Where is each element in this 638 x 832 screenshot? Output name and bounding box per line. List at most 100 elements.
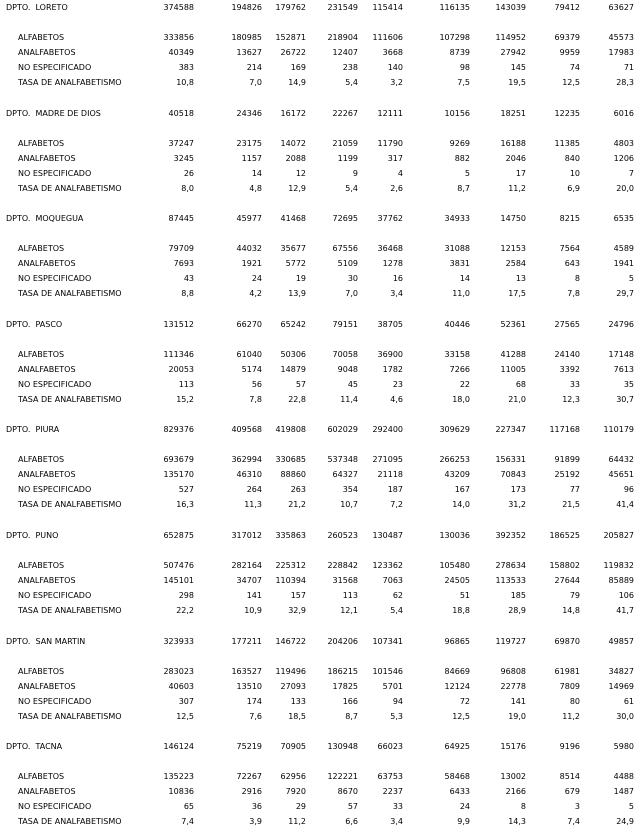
total-cell: 45977 — [236, 214, 262, 224]
total-cell: 79151 — [332, 319, 358, 329]
cell: 507476 — [163, 561, 194, 570]
cell: 228842 — [327, 561, 358, 570]
cell: 135170 — [163, 470, 194, 480]
cell: 33 — [392, 802, 403, 812]
cell: 41,4 — [616, 500, 634, 510]
total-cell: 52361 — [500, 319, 526, 329]
row-label: ANALFABETOS — [18, 364, 76, 374]
cell: 10,9 — [244, 606, 262, 615]
cell: 7693 — [173, 259, 194, 269]
cell: 18,8 — [452, 606, 470, 615]
total-cell: 27565 — [554, 319, 580, 329]
cell: 26722 — [280, 48, 306, 57]
cell: 88860 — [280, 470, 306, 480]
cell: 80 — [569, 696, 580, 706]
cell: 41288 — [500, 349, 526, 359]
total-cell: 186525 — [549, 531, 580, 540]
cell: 45573 — [608, 33, 634, 42]
cell: 67556 — [332, 244, 358, 254]
cell: 157 — [290, 591, 306, 600]
cell: 119832 — [603, 561, 634, 570]
total-cell: 119727 — [495, 636, 526, 646]
cell: 8670 — [337, 787, 358, 797]
cell: 12,9 — [288, 183, 306, 193]
cell: 29 — [295, 802, 306, 812]
cell: 7920 — [285, 787, 306, 797]
cell: 7564 — [559, 244, 580, 254]
cell: 271095 — [372, 455, 403, 465]
cell: 8,8 — [181, 289, 194, 299]
cell: 122221 — [327, 772, 358, 782]
cell: 24 — [459, 802, 470, 812]
cell: 6,6 — [345, 817, 358, 827]
cell: 9269 — [449, 138, 470, 148]
cell: 282164 — [231, 561, 262, 570]
total-cell: 22267 — [332, 108, 358, 118]
cell: 186215 — [327, 666, 358, 676]
section-title: DPTO. SAN MARTIN — [6, 636, 86, 646]
cell: 28,3 — [616, 78, 634, 87]
cell: 33 — [569, 379, 580, 389]
cell: 9048 — [337, 364, 358, 374]
cell: 43 — [183, 274, 194, 284]
total-cell: 143039 — [495, 3, 526, 12]
cell: 84669 — [444, 666, 470, 676]
cell: 4 — [397, 168, 403, 178]
cell: 123362 — [372, 561, 403, 570]
cell: 29,7 — [616, 289, 634, 299]
cell: 2046 — [505, 153, 526, 163]
section-title: DPTO. PASCO — [6, 319, 63, 329]
row-label: NO ESPECIFICADO — [18, 274, 92, 284]
cell: 114952 — [495, 33, 526, 42]
cell: 278634 — [495, 561, 526, 570]
cell: 5 — [464, 168, 470, 178]
cell: 26 — [183, 168, 194, 178]
cell: 23175 — [236, 138, 262, 148]
row-label: TASA DE ANALFABETISMO — [18, 78, 122, 87]
cell: 10,7 — [340, 500, 358, 510]
cell: 3245 — [173, 153, 194, 163]
cell: 527 — [178, 485, 194, 495]
cell: 58468 — [444, 772, 470, 782]
cell: 45651 — [608, 470, 634, 480]
cell: 91899 — [554, 455, 580, 465]
total-cell: 335863 — [275, 531, 306, 540]
cell: 5,4 — [345, 78, 358, 87]
cell: 105480 — [439, 561, 470, 570]
cell: 22,2 — [176, 606, 194, 615]
cell: 21118 — [377, 470, 403, 480]
cell: 317 — [387, 153, 403, 163]
cell: 13002 — [500, 772, 526, 782]
cell: 13,9 — [288, 289, 306, 299]
cell: 33158 — [444, 349, 470, 359]
total-cell: 130036 — [439, 531, 470, 540]
cell: 9959 — [559, 48, 580, 57]
row-label: ALFABETOS — [18, 772, 65, 782]
cell: 13510 — [236, 681, 262, 691]
cell: 1199 — [337, 153, 358, 163]
total-cell: 317012 — [231, 531, 262, 540]
cell: 113533 — [495, 576, 526, 585]
cell: 173 — [510, 485, 526, 495]
cell: 180985 — [231, 33, 262, 42]
cell: 145 — [510, 63, 526, 72]
cell: 2088 — [285, 153, 306, 163]
cell: 174 — [246, 696, 262, 706]
cell: 40349 — [168, 48, 194, 57]
row-label: TASA DE ANALFABETISMO — [18, 817, 122, 827]
cell: 1157 — [241, 153, 262, 163]
cell: 266253 — [439, 455, 470, 465]
cell: 14,8 — [562, 606, 580, 615]
cell: 13627 — [236, 48, 262, 57]
cell: 12,5 — [452, 711, 470, 721]
cell: 12,3 — [562, 394, 580, 404]
cell: 218904 — [327, 33, 358, 42]
cell: 61 — [623, 696, 634, 706]
cell: 30,7 — [616, 394, 634, 404]
cell: 14,0 — [452, 500, 470, 510]
row-label: TASA DE ANALFABETISMO — [18, 500, 122, 510]
cell: 7,2 — [390, 500, 403, 510]
total-cell: 179762 — [275, 3, 306, 12]
cell: 1206 — [613, 153, 634, 163]
cell: 4589 — [613, 244, 634, 254]
